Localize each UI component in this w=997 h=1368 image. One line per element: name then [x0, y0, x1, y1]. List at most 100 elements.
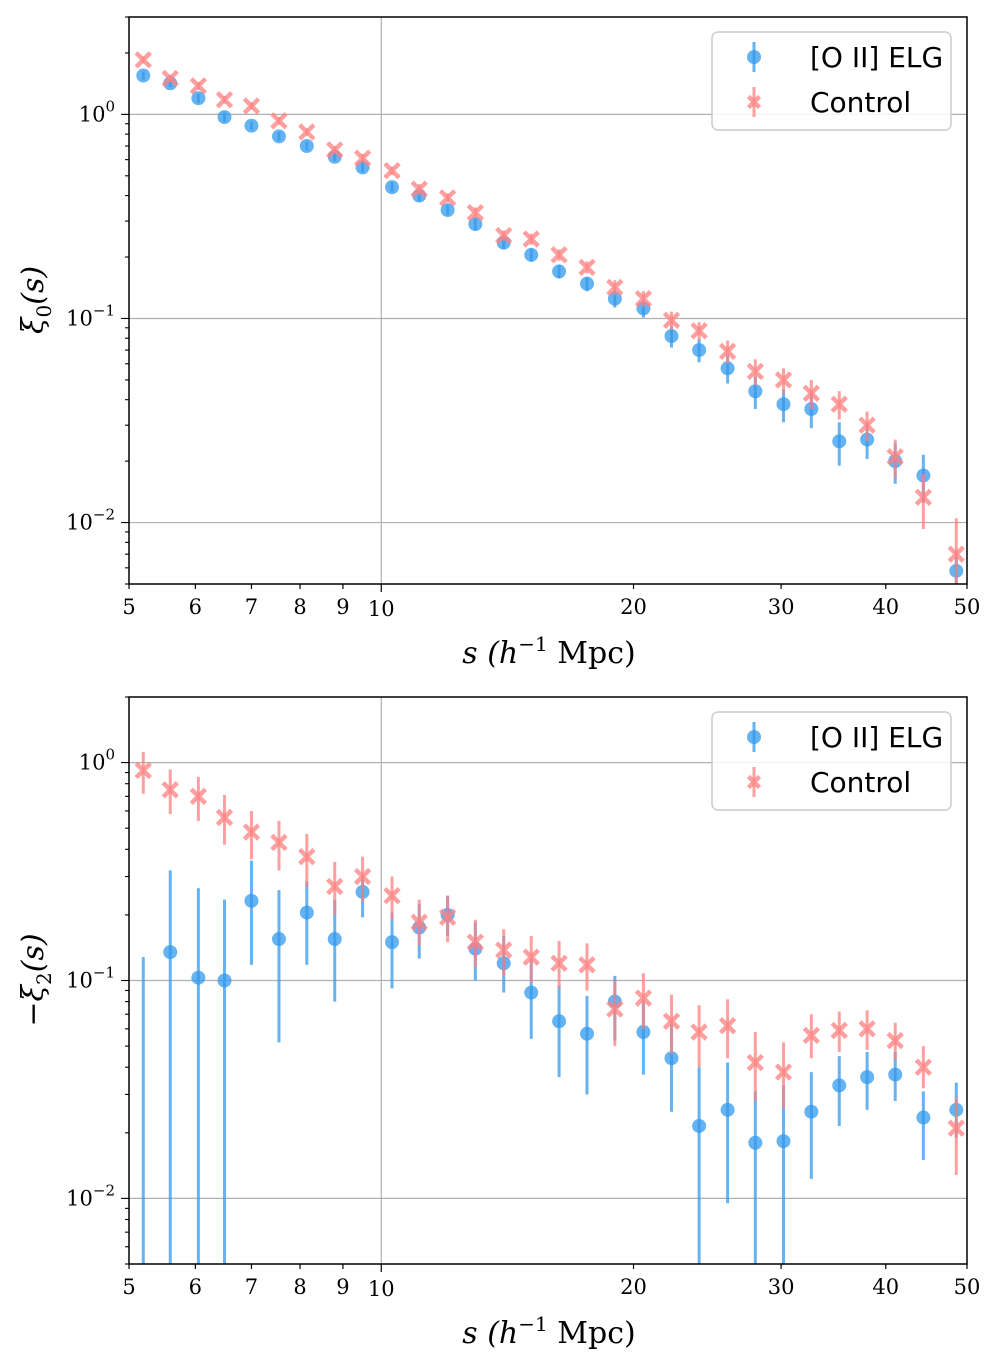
y-axis-label: ξ0(s): [16, 266, 56, 334]
xi0-panel: 5 6 7 8 9 10 20 30 40 50 10−2 10−1 100 [O II] ELG Cont…: [16, 16, 981, 671]
data-point: [606, 278, 624, 297]
data-point: [718, 342, 737, 361]
data-point: [748, 1135, 763, 1150]
data-point: [606, 1000, 624, 1018]
x-tick-label: 9: [336, 1275, 349, 1299]
data-point: [634, 290, 653, 308]
data-point: [746, 1053, 765, 1072]
data-point: [858, 416, 876, 434]
series-control: [134, 751, 965, 1176]
data-point: [664, 329, 679, 344]
y-tick-label: 10−1: [66, 964, 115, 993]
data-point: [271, 129, 286, 144]
x-tick-label: 6: [189, 595, 202, 619]
data-point: [580, 1026, 595, 1041]
data-point: [720, 361, 735, 376]
data-point: [242, 823, 261, 841]
x-tick-label: 10: [368, 1277, 395, 1301]
x-tick-label: 50: [954, 1275, 981, 1299]
data-point: [832, 434, 847, 449]
data-point: [802, 384, 821, 402]
data-point: [776, 397, 791, 412]
data-point: [718, 1017, 737, 1035]
data-point: [134, 51, 152, 69]
data-point: [244, 118, 259, 133]
data-point: [522, 230, 540, 248]
data-point: [270, 833, 288, 852]
data-point: [832, 1078, 847, 1093]
data-point: [662, 1012, 681, 1030]
series-control: [134, 51, 965, 584]
x-tick-label: 30: [768, 1275, 795, 1299]
xi2-panel: 5 6 7 8 9 10 20 30 40 50 10−2 10−1 100 [O II] ELG Cont…: [16, 696, 981, 1351]
data-point: [189, 77, 208, 95]
legend-frame: [711, 31, 952, 131]
data-point: [664, 1051, 679, 1066]
data-point: [914, 1058, 933, 1076]
x-axis-label: s (h−1 Mpc): [462, 1312, 635, 1351]
y-axis-label: −ξ2(s): [16, 933, 56, 1026]
x-tick-label: 20: [620, 595, 647, 619]
data-point: [748, 384, 763, 399]
data-point: [299, 138, 314, 153]
data-point: [830, 395, 848, 413]
x-tick-label: 9: [336, 595, 349, 619]
legend-marker: [746, 94, 762, 110]
data-point: [524, 985, 539, 1000]
data-point: [217, 110, 232, 125]
data-point: [244, 893, 259, 908]
data-point: [552, 264, 567, 279]
data-point: [217, 973, 232, 988]
data-point: [189, 787, 208, 806]
x-tick-label: 5: [122, 1275, 135, 1299]
x-tick-label: 40: [872, 595, 899, 619]
data-point: [440, 202, 455, 217]
data-point: [353, 149, 372, 167]
data-point: [550, 246, 568, 264]
data-point: [522, 948, 540, 966]
legend-marker: [747, 50, 761, 64]
data-point: [191, 91, 206, 106]
x-tick-label: 50: [954, 595, 981, 619]
data-point: [634, 989, 653, 1007]
data-point: [746, 362, 765, 381]
legend-label: [O II] ELG: [810, 721, 943, 754]
data-point: [860, 1070, 875, 1085]
data-point: [495, 941, 513, 959]
axes-frame: [128, 696, 968, 1265]
data-point: [580, 276, 595, 291]
data-point: [326, 877, 344, 896]
data-point: [385, 180, 400, 195]
data-layer: [134, 51, 965, 584]
data-point: [438, 189, 457, 207]
data-point: [161, 69, 179, 88]
data-point: [410, 913, 428, 931]
data-point: [690, 1023, 708, 1041]
y-tick-label: 100: [79, 97, 115, 126]
data-point: [410, 180, 428, 198]
x-tick-label: 40: [872, 1275, 899, 1299]
data-point: [136, 68, 151, 83]
legend: [O II] ELG Control: [711, 31, 952, 131]
x-tick-label: 6: [189, 1275, 202, 1299]
y-tick-label: 10−1: [66, 301, 115, 330]
data-point: [774, 371, 793, 389]
x-tick-label: 7: [245, 1275, 258, 1299]
data-point: [299, 905, 314, 920]
data-point: [271, 932, 286, 947]
x-tick-label: 20: [620, 1275, 647, 1299]
data-point: [720, 1102, 735, 1117]
data-point: [692, 1118, 707, 1133]
data-point: [578, 956, 596, 974]
legend-label: [O II] ELG: [810, 41, 943, 74]
y-tick-label: 100: [79, 746, 115, 775]
data-point: [636, 1025, 651, 1040]
data-point: [466, 203, 485, 222]
y-tick-label: 10−2: [66, 506, 115, 535]
data-point: [270, 112, 288, 130]
data-point: [578, 258, 596, 277]
data-point: [215, 91, 234, 109]
x-tick-label: 8: [293, 595, 306, 619]
legend-label: Control: [810, 766, 911, 799]
